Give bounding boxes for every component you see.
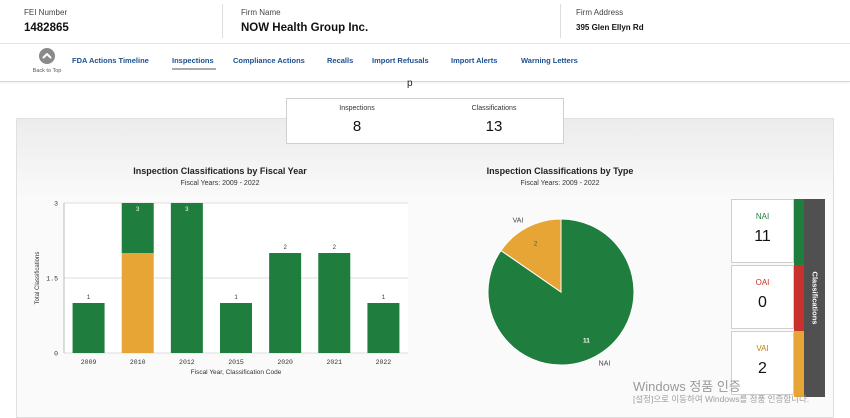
tab-import-refusals[interactable]: Import Refusals <box>372 56 429 65</box>
tab-warning-letters[interactable]: Warning Letters <box>521 56 578 65</box>
classification-label: NAI <box>755 212 770 221</box>
pie-category-label: VAI <box>513 217 524 224</box>
chevron-up-icon <box>39 48 55 64</box>
classifications-count-label: Classifications <box>471 105 517 112</box>
section-nav: Back to Top FDA Actions Timeline Inspect… <box>0 44 850 82</box>
bar-segment-vai <box>121 253 154 353</box>
inspections-count: 8 <box>352 118 362 135</box>
bar-segment-nai <box>121 203 154 253</box>
tab-compliance-actions[interactable]: Compliance Actions <box>233 56 305 65</box>
x-tick-label: 2012 <box>179 359 195 366</box>
firm-name-value: NOW Health Group Inc. <box>241 22 369 34</box>
pie-value-label: 2 <box>534 241 538 248</box>
bar-chart-subtitle: Fiscal Years: 2009 - 2022 <box>180 180 260 187</box>
classification-value: 0 <box>758 294 767 311</box>
tab-inspections[interactable]: Inspections <box>172 56 214 65</box>
pie-value-label: 11 <box>583 337 590 344</box>
y-axis-label: Total Classifications <box>35 252 41 305</box>
x-tick-label: 2021 <box>326 359 342 366</box>
bar-value-label: 2 <box>332 244 336 251</box>
x-tick-label: 2009 <box>81 359 97 366</box>
pie-category-label: NAI <box>599 361 611 368</box>
y-tick-label: 1.5 <box>46 276 58 283</box>
classification-value: 2 <box>758 360 767 377</box>
x-axis-label: Fiscal Year, Classification Code <box>191 369 282 376</box>
x-tick-label: 2022 <box>376 359 392 366</box>
y-tick-label: 3 <box>54 201 58 208</box>
active-tab-underline <box>172 68 216 70</box>
classification-card-oai[interactable]: OAI 0 <box>731 265 794 329</box>
fei-label: FEI Number <box>24 8 68 17</box>
back-to-top-button[interactable]: Back to Top <box>28 48 66 74</box>
vai-color-bar <box>794 331 804 397</box>
firm-header: FEI Number 1482865 Firm Name NOW Health … <box>0 0 850 44</box>
x-tick-label: 2020 <box>277 359 293 366</box>
nai-color-bar <box>794 199 804 265</box>
classifications-legend-title: Classifications <box>810 271 819 325</box>
bar-segment-nai <box>72 303 105 353</box>
bar-segment-nai <box>170 203 203 353</box>
pie-chart-title: Inspection Classifications by Type <box>486 166 634 176</box>
bar-value-label: 1 <box>234 294 238 301</box>
fei-cell: FEI Number 1482865 <box>24 0 204 44</box>
y-tick-label: 0 <box>54 351 58 358</box>
classification-card-nai[interactable]: NAI 11 <box>731 199 794 263</box>
firm-address-label: Firm Address <box>576 8 624 17</box>
bar-value-label: 3 <box>136 206 140 213</box>
fei-value: 1482865 <box>24 22 69 34</box>
back-to-top-label: Back to Top <box>32 68 62 74</box>
bar-value-label: 1 <box>382 294 386 301</box>
bar-segment-nai <box>367 303 400 353</box>
tab-import-alerts[interactable]: Import Alerts <box>451 56 498 65</box>
inspections-count-label: Inspections <box>339 105 375 112</box>
tab-recalls[interactable]: Recalls <box>327 56 354 65</box>
pie-slice-nai <box>487 218 635 366</box>
firm-cell: Firm Name NOW Health Group Inc. <box>241 0 541 44</box>
bar-segment-nai <box>269 253 302 353</box>
firm-name-label: Firm Name <box>241 8 281 17</box>
inspection-summary: Inspections 8 Classifications 13 <box>286 98 564 144</box>
header-divider <box>560 4 561 38</box>
header-divider <box>222 4 223 38</box>
x-tick-label: 2010 <box>130 359 146 366</box>
section-heading-fragment: p <box>407 78 413 89</box>
classification-label: VAI <box>756 344 769 353</box>
bar-value-label: 1 <box>87 294 91 301</box>
bar-value-label: 2 <box>283 244 287 251</box>
windows-activation-hint: [설정]으로 이동하여 Windows를 정품 인증합니다. <box>633 394 810 404</box>
tab-fda-actions-timeline[interactable]: FDA Actions Timeline <box>72 56 149 65</box>
classification-card-vai[interactable]: VAI 2 <box>731 331 794 395</box>
pie-slice-vai <box>500 218 562 293</box>
x-tick-label: 2015 <box>228 359 244 366</box>
bar-value-label: 3 <box>185 206 189 213</box>
classification-label: OAI <box>755 278 770 287</box>
classification-summary: NAI 11 OAI 0 VAI 2 Classifications <box>731 199 825 397</box>
windows-activation-title: Windows 정품 인증 <box>633 379 741 394</box>
bar-segment-nai <box>318 253 351 353</box>
address-cell: Firm Address 395 Glen Ellyn Rd <box>576 0 836 44</box>
bar-chart-title: Inspection Classifications by Fiscal Yea… <box>133 166 307 176</box>
classifications-count: 13 <box>485 118 503 135</box>
bar-segment-nai <box>220 303 252 353</box>
classification-value: 11 <box>754 228 771 245</box>
classifications-legend-bar: Classifications <box>804 199 825 397</box>
firm-address-value: 395 Glen Ellyn Rd <box>576 23 644 32</box>
oai-color-bar <box>794 265 804 331</box>
pie-chart-subtitle: Fiscal Years: 2009 - 2022 <box>520 180 600 187</box>
